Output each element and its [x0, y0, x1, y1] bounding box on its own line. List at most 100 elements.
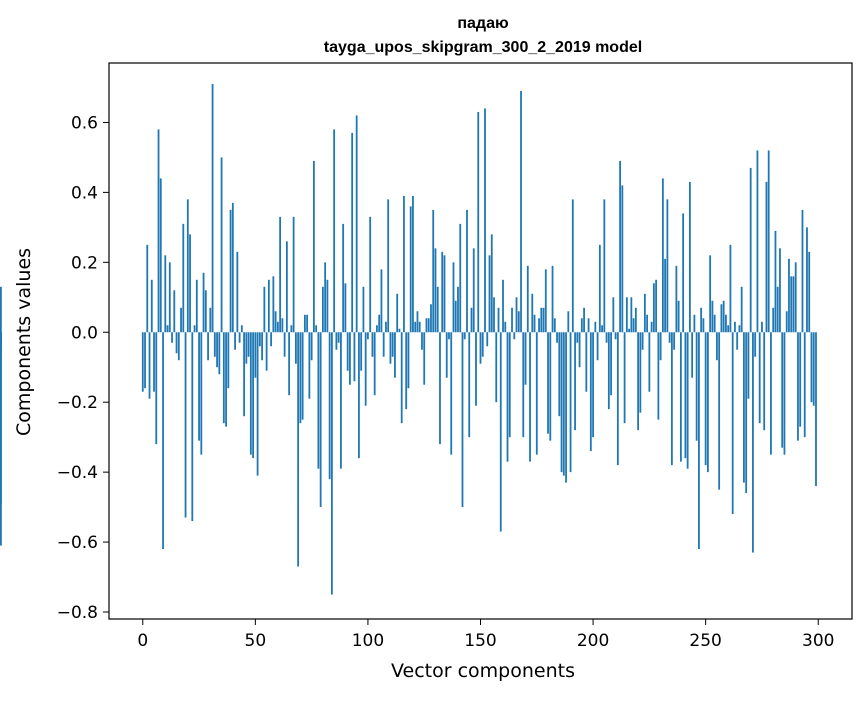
- bar-179: [544, 269, 547, 333]
- bar-278: [767, 150, 770, 333]
- bar-184: [556, 332, 558, 343]
- bar-139: [454, 300, 457, 333]
- bar-65: [288, 332, 291, 396]
- bar-31: [211, 83, 214, 333]
- bar-210: [614, 332, 617, 340]
- bar-84: [331, 332, 333, 595]
- bar-56: [267, 279, 270, 333]
- bar-255: [716, 332, 718, 361]
- bar-109: [387, 199, 390, 333]
- bar-4: [150, 279, 153, 333]
- bar-203: [598, 244, 601, 333]
- bar-281: [774, 230, 777, 333]
- x-tick-label: 50: [245, 631, 267, 651]
- bar-134: [443, 255, 446, 333]
- bar-236: [673, 332, 676, 350]
- bar-223: [643, 293, 646, 333]
- bar-22: [191, 332, 194, 522]
- bar-48: [249, 332, 252, 455]
- bar-75: [310, 332, 313, 361]
- bar-71: [301, 332, 304, 420]
- bar-141: [459, 223, 462, 333]
- y-tick-label: −0.8: [57, 603, 98, 623]
- bar-67: [292, 216, 295, 333]
- bar-101: [369, 216, 372, 333]
- bar-132: [439, 332, 441, 445]
- bar-247: [698, 332, 700, 550]
- bar-14: [173, 290, 176, 333]
- bar-286: [785, 311, 788, 333]
- bar-289: [792, 276, 795, 333]
- bar-264: [736, 332, 739, 350]
- bar-172: [529, 332, 531, 462]
- bar-225: [648, 332, 651, 392]
- bar-46: [245, 332, 248, 364]
- bar-undefined: [0, 332, 2, 546]
- bar-215: [625, 297, 628, 333]
- bar-295: [806, 227, 808, 333]
- bar-36: [222, 332, 225, 424]
- y-axis-ticks: −0.8 −0.6 −0.4 −0.2 0.0 0.2 0.4 0.6: [57, 113, 109, 623]
- bar-190: [569, 332, 572, 473]
- bar-166: [515, 297, 518, 333]
- bar-41: [234, 332, 236, 350]
- bar-54: [263, 286, 266, 333]
- bar-235: [670, 332, 673, 466]
- bar-128: [430, 304, 432, 333]
- bar-146: [470, 307, 473, 333]
- bar-276: [763, 332, 766, 431]
- bar-63: [283, 332, 286, 357]
- bar-258: [722, 300, 725, 333]
- bar-5: [153, 332, 155, 392]
- bar-257: [720, 304, 723, 333]
- bar-124: [421, 332, 423, 350]
- bar-266: [740, 286, 743, 333]
- bar-224: [646, 314, 649, 333]
- bar-161: [504, 321, 507, 333]
- bar-213: [621, 185, 624, 333]
- bar-263: [734, 321, 736, 333]
- bar-135: [445, 332, 448, 378]
- bar-187: [562, 332, 565, 476]
- bar-72: [303, 314, 306, 333]
- bar-143: [463, 332, 466, 340]
- bar-125: [423, 332, 426, 385]
- bar-18: [182, 223, 185, 333]
- bar-176: [538, 318, 540, 333]
- bar-234: [668, 332, 671, 343]
- bar-93: [351, 132, 354, 333]
- bar-61: [279, 216, 282, 333]
- bar-170: [524, 332, 527, 385]
- bar-104: [376, 325, 378, 333]
- bar-69: [297, 332, 300, 567]
- bar-294: [803, 332, 806, 438]
- bar-35: [220, 157, 223, 333]
- bar-288: [790, 276, 793, 333]
- bar-209: [612, 297, 615, 333]
- bar-133: [441, 251, 444, 333]
- x-tick-label: 0: [137, 631, 148, 651]
- bar-175: [535, 332, 538, 455]
- bar-29: [207, 332, 209, 361]
- bar-94: [353, 332, 356, 382]
- y-axis-label: Components values: [13, 248, 35, 436]
- bar-273: [756, 150, 759, 333]
- bar-284: [781, 332, 784, 448]
- bar-90: [344, 283, 347, 333]
- bar-181: [549, 332, 552, 441]
- bar-40: [231, 202, 234, 333]
- bar-116: [403, 195, 405, 333]
- bar-201: [594, 321, 597, 333]
- bar-231: [661, 178, 664, 333]
- bar-251: [707, 332, 709, 473]
- bar-30: [209, 307, 212, 333]
- bar-229: [657, 332, 660, 420]
- bar-147: [472, 248, 475, 333]
- bar-105: [378, 314, 381, 333]
- x-tick-label: 150: [464, 631, 496, 651]
- bar-57: [270, 332, 273, 347]
- bar-110: [389, 332, 392, 364]
- bar-285: [783, 332, 786, 455]
- y-tick-label: −0.6: [57, 533, 98, 553]
